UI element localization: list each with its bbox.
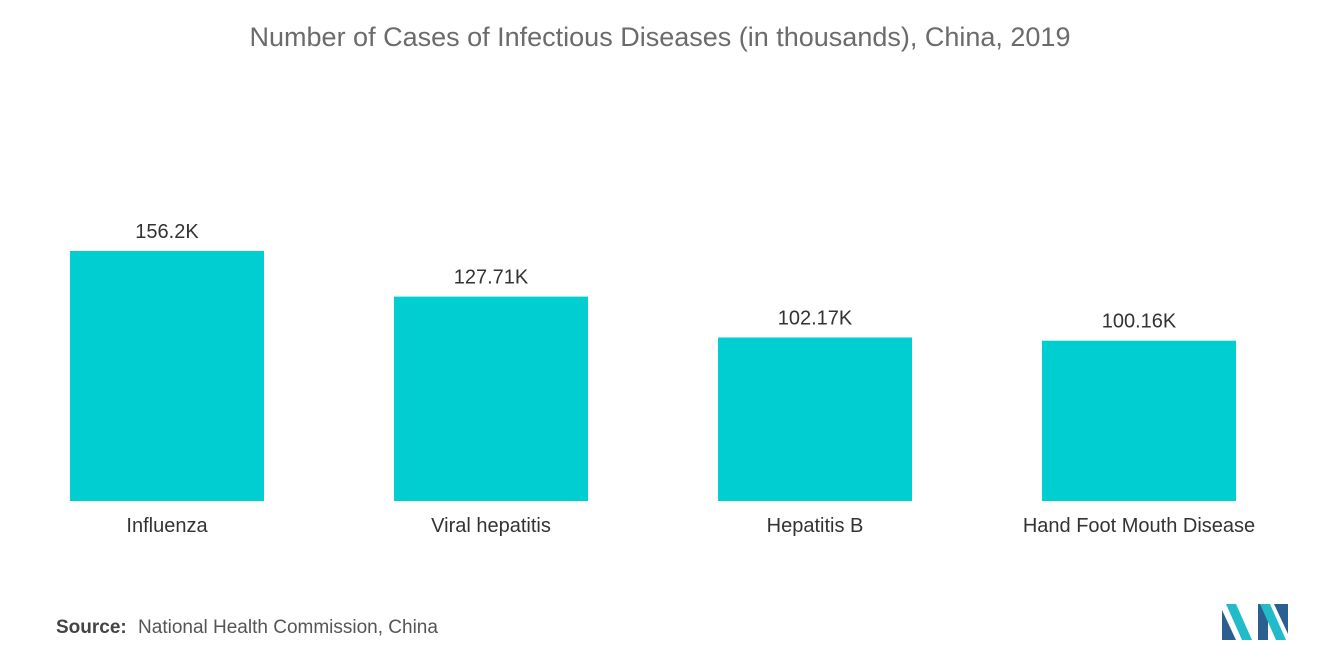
category-label: Influenza [126,515,208,537]
source-note: Source: National Health Commission, Chin… [56,617,438,639]
bar-value-label: 102.17K [778,307,853,329]
bar-chart: 156.2K 127.71K 102.17K 100.16K Influenza Vir… [70,221,1255,537]
mordor-intelligence-logo-icon [1222,604,1288,640]
bar-value-label: 100.16K [1102,311,1177,333]
source-label: Source: [56,617,127,638]
bar-influenza [70,251,264,501]
bar-hepatitis-b [718,337,912,501]
category-label: Viral hepatitis [431,515,551,537]
source-text: National Health Commission, China [138,617,438,638]
category-label: Hand Foot Mouth Disease [1023,515,1255,537]
bar-value-label: 156.2K [135,221,199,243]
bar-hand-foot-mouth-disease [1042,340,1236,501]
bar-viral-hepatitis [394,296,588,501]
category-label: Hepatitis B [767,515,864,537]
chart-title: Number of Cases of Infectious Diseases (… [249,22,1071,52]
bar-value-label: 127.71K [454,267,529,289]
